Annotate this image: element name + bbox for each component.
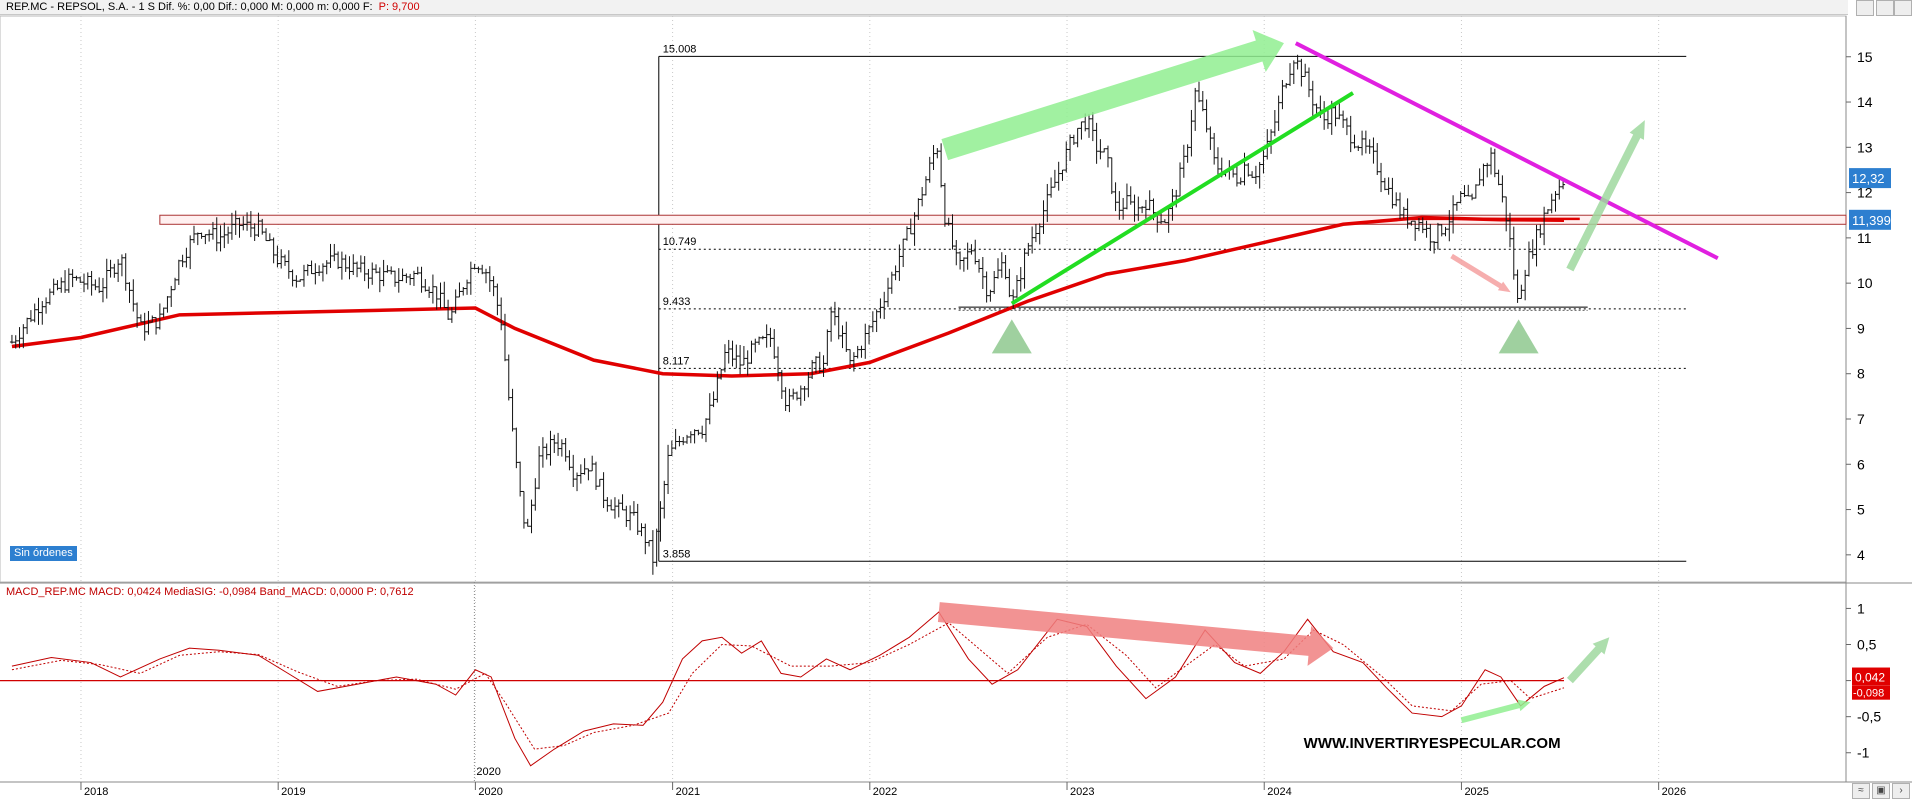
resistance-zone xyxy=(159,214,1847,225)
x-tick-label: 2021 xyxy=(676,786,700,798)
instrument-header: REP.MC - REPSOL, S.A. - 1 S Dif. %: 0,00… xyxy=(0,0,1848,15)
close-panel-icon[interactable] xyxy=(1894,0,1912,16)
price-badge xyxy=(1849,168,1891,189)
y-tick-label: 11 xyxy=(1857,230,1872,246)
macd-y-tick-label: -1 xyxy=(1857,745,1870,761)
y-tick-label: 5 xyxy=(1857,502,1865,518)
macd-divergence-arrow xyxy=(937,602,1334,666)
fib-level-label: 15.008 xyxy=(663,43,697,55)
macd-series-line xyxy=(11,611,1565,767)
fib-level-label: 10.749 xyxy=(663,236,697,248)
y-tick-label: 14 xyxy=(1857,94,1873,110)
price-badge xyxy=(1849,209,1891,230)
x-tick-label: 2020 xyxy=(478,786,502,798)
y-tick-label: 10 xyxy=(1857,275,1873,291)
magenta-trendline xyxy=(1294,41,1719,261)
macd-y-tick-label: -0,5 xyxy=(1857,709,1881,725)
macd-header: MACD_REP.MC MACD: 0,0424 MediaSIG: -0,09… xyxy=(6,586,414,598)
macd-series-line xyxy=(11,622,1565,750)
y-tick-label: 4 xyxy=(1857,547,1865,563)
pullback-arrow xyxy=(1450,253,1511,293)
fib-level-label: 9.433 xyxy=(663,296,691,308)
macd-rising-arrow xyxy=(1460,699,1531,724)
uptrend-arrow xyxy=(941,29,1284,161)
support-triangle-left xyxy=(991,319,1032,354)
restore-icon[interactable] xyxy=(1876,0,1894,16)
orders-status-badge[interactable]: Sin órdenes xyxy=(10,546,77,561)
green-trendline xyxy=(1010,91,1355,306)
x-tick-label: 2026 xyxy=(1662,786,1686,798)
y-tick-label: 8 xyxy=(1857,366,1865,382)
moving-average-line xyxy=(11,215,1565,378)
signal-value-badge xyxy=(1852,685,1890,700)
price-badge-label: 12,32 xyxy=(1852,171,1885,186)
x-tick-label: 2022 xyxy=(873,786,897,798)
macd-projection-arrow xyxy=(1566,637,1610,684)
macd-y-tick-label: 1 xyxy=(1857,600,1865,616)
x-tick-label: 2019 xyxy=(281,786,305,798)
maximize-icon[interactable] xyxy=(1856,0,1874,16)
scroll-right-icon[interactable]: › xyxy=(1892,783,1910,799)
x-tick-label: 2025 xyxy=(1464,786,1488,798)
price-panel-frame xyxy=(0,15,1847,583)
x-inline-year-label: 2020 xyxy=(476,766,500,778)
signal-value-badge-label: -0,098 xyxy=(1853,688,1884,700)
instrument-header-text: REP.MC - REPSOL, S.A. - 1 S Dif. %: 0,00… xyxy=(6,1,373,13)
fib-level-label: 3.858 xyxy=(663,548,691,560)
macd-value-badge-label: 0,042 xyxy=(1855,671,1885,685)
y-tick-label: 6 xyxy=(1857,456,1865,472)
save-icon[interactable]: ▣ xyxy=(1872,783,1890,799)
last-price-label: P: 9,700 xyxy=(378,1,420,13)
y-tick-label: 13 xyxy=(1857,139,1873,155)
x-tick-label: 2018 xyxy=(84,786,108,798)
watermark-text: WWW.INVERTIRYESPECULAR.COM xyxy=(1304,735,1561,752)
fib-level-label: 8.117 xyxy=(663,355,690,367)
price-badge-label: 11,399 xyxy=(1852,213,1891,228)
projection-arrow xyxy=(1566,120,1645,272)
y-tick-label: 9 xyxy=(1857,320,1865,336)
wave-tool-icon[interactable]: ≈ xyxy=(1852,783,1870,799)
macd-y-tick-label: 0,5 xyxy=(1857,637,1877,653)
macd-value-badge xyxy=(1852,667,1890,686)
x-tick-label: 2024 xyxy=(1267,786,1291,798)
x-tick-label: 2023 xyxy=(1070,786,1094,798)
y-tick-label: 12 xyxy=(1857,185,1873,201)
y-tick-label: 7 xyxy=(1857,411,1865,427)
support-triangle-right xyxy=(1498,319,1539,354)
y-tick-label: 15 xyxy=(1857,49,1873,65)
